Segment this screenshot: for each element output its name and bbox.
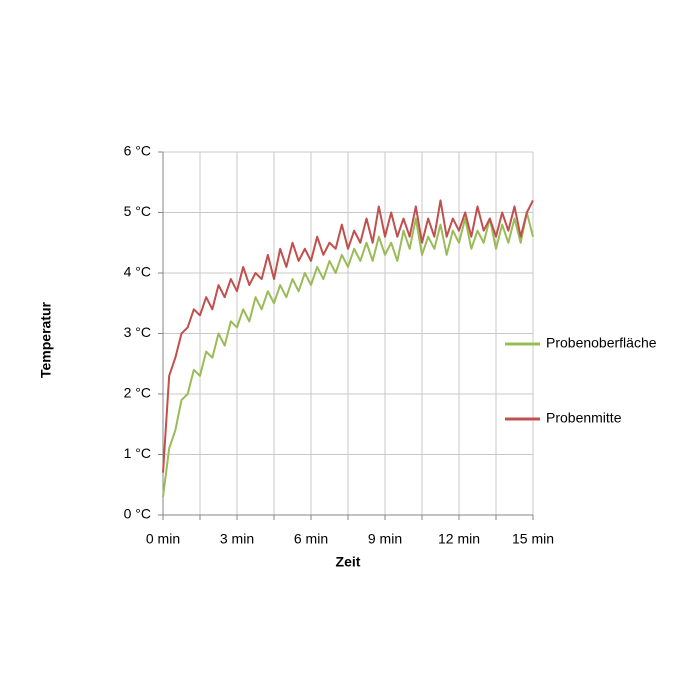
x-tick-label: 0 min bbox=[146, 531, 180, 547]
data-line bbox=[162, 199, 534, 473]
y-axis-title: Temperatur bbox=[38, 301, 54, 378]
legend-label: Probenoberfläche bbox=[546, 335, 657, 351]
y-tick-label: 1 °C bbox=[124, 445, 151, 461]
x-tick-label: 15 min bbox=[512, 531, 554, 547]
x-tick-label: 9 min bbox=[368, 531, 402, 547]
y-tick-label: 0 °C bbox=[124, 506, 151, 522]
y-tick-label: 3 °C bbox=[124, 324, 151, 340]
x-axis-title: Zeit bbox=[336, 554, 361, 570]
data-line bbox=[162, 211, 534, 497]
y-tick-label: 4 °C bbox=[124, 264, 151, 280]
legend-label: Probenmitte bbox=[546, 410, 622, 426]
x-tick-label: 6 min bbox=[294, 531, 328, 547]
x-tick-label: 12 min bbox=[438, 531, 480, 547]
y-tick-label: 6 °C bbox=[124, 143, 151, 159]
x-tick-label: 3 min bbox=[220, 531, 254, 547]
y-tick-label: 5 °C bbox=[124, 203, 151, 219]
y-tick-label: 2 °C bbox=[124, 385, 151, 401]
